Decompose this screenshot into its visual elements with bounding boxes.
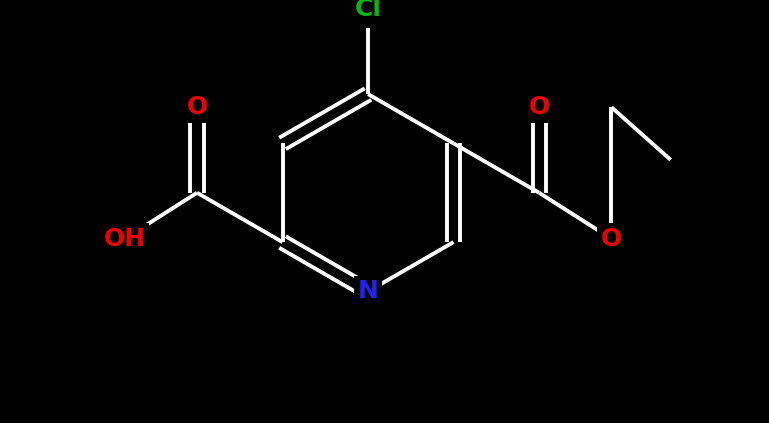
Text: OH: OH [104, 227, 145, 251]
Text: Cl: Cl [355, 0, 381, 21]
Text: O: O [186, 95, 208, 119]
Text: O: O [601, 227, 622, 251]
Text: N: N [358, 280, 378, 303]
Text: O: O [528, 95, 550, 119]
